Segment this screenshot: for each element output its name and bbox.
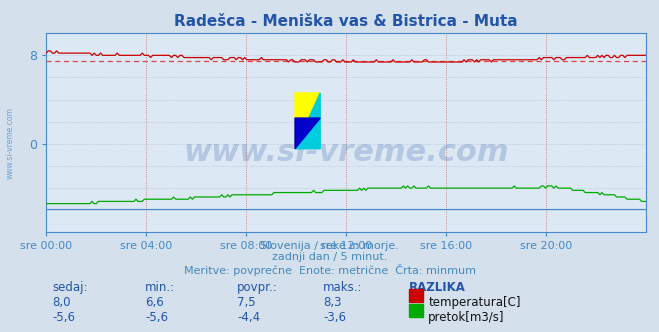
Text: min.:: min.: [145, 281, 175, 293]
Text: -5,6: -5,6 [53, 311, 76, 324]
Text: 7,5: 7,5 [237, 296, 256, 309]
Text: temperatura[C]: temperatura[C] [428, 296, 521, 309]
Text: sedaj:: sedaj: [53, 281, 88, 293]
Text: Slovenija / reke in morje.: Slovenija / reke in morje. [260, 241, 399, 251]
Text: zadnji dan / 5 minut.: zadnji dan / 5 minut. [272, 252, 387, 262]
Text: pretok[m3/s]: pretok[m3/s] [428, 311, 505, 324]
Polygon shape [295, 93, 320, 149]
Text: -3,6: -3,6 [323, 311, 346, 324]
Text: -4,4: -4,4 [237, 311, 260, 324]
Title: Radešca - Meniška vas & Bistrica - Muta: Radešca - Meniška vas & Bistrica - Muta [174, 14, 518, 29]
Text: 8,3: 8,3 [323, 296, 341, 309]
Text: RAZLIKA: RAZLIKA [409, 281, 465, 293]
Text: maks.:: maks.: [323, 281, 362, 293]
Text: Meritve: povprečne  Enote: metrične  Črta: minmum: Meritve: povprečne Enote: metrične Črta:… [183, 264, 476, 276]
Text: www.si-vreme.com: www.si-vreme.com [183, 138, 509, 167]
Polygon shape [295, 118, 320, 149]
Text: 6,6: 6,6 [145, 296, 163, 309]
Text: povpr.:: povpr.: [237, 281, 278, 293]
Text: 8,0: 8,0 [53, 296, 71, 309]
Text: www.si-vreme.com: www.si-vreme.com [5, 107, 14, 179]
Text: -5,6: -5,6 [145, 311, 168, 324]
Polygon shape [295, 93, 320, 149]
